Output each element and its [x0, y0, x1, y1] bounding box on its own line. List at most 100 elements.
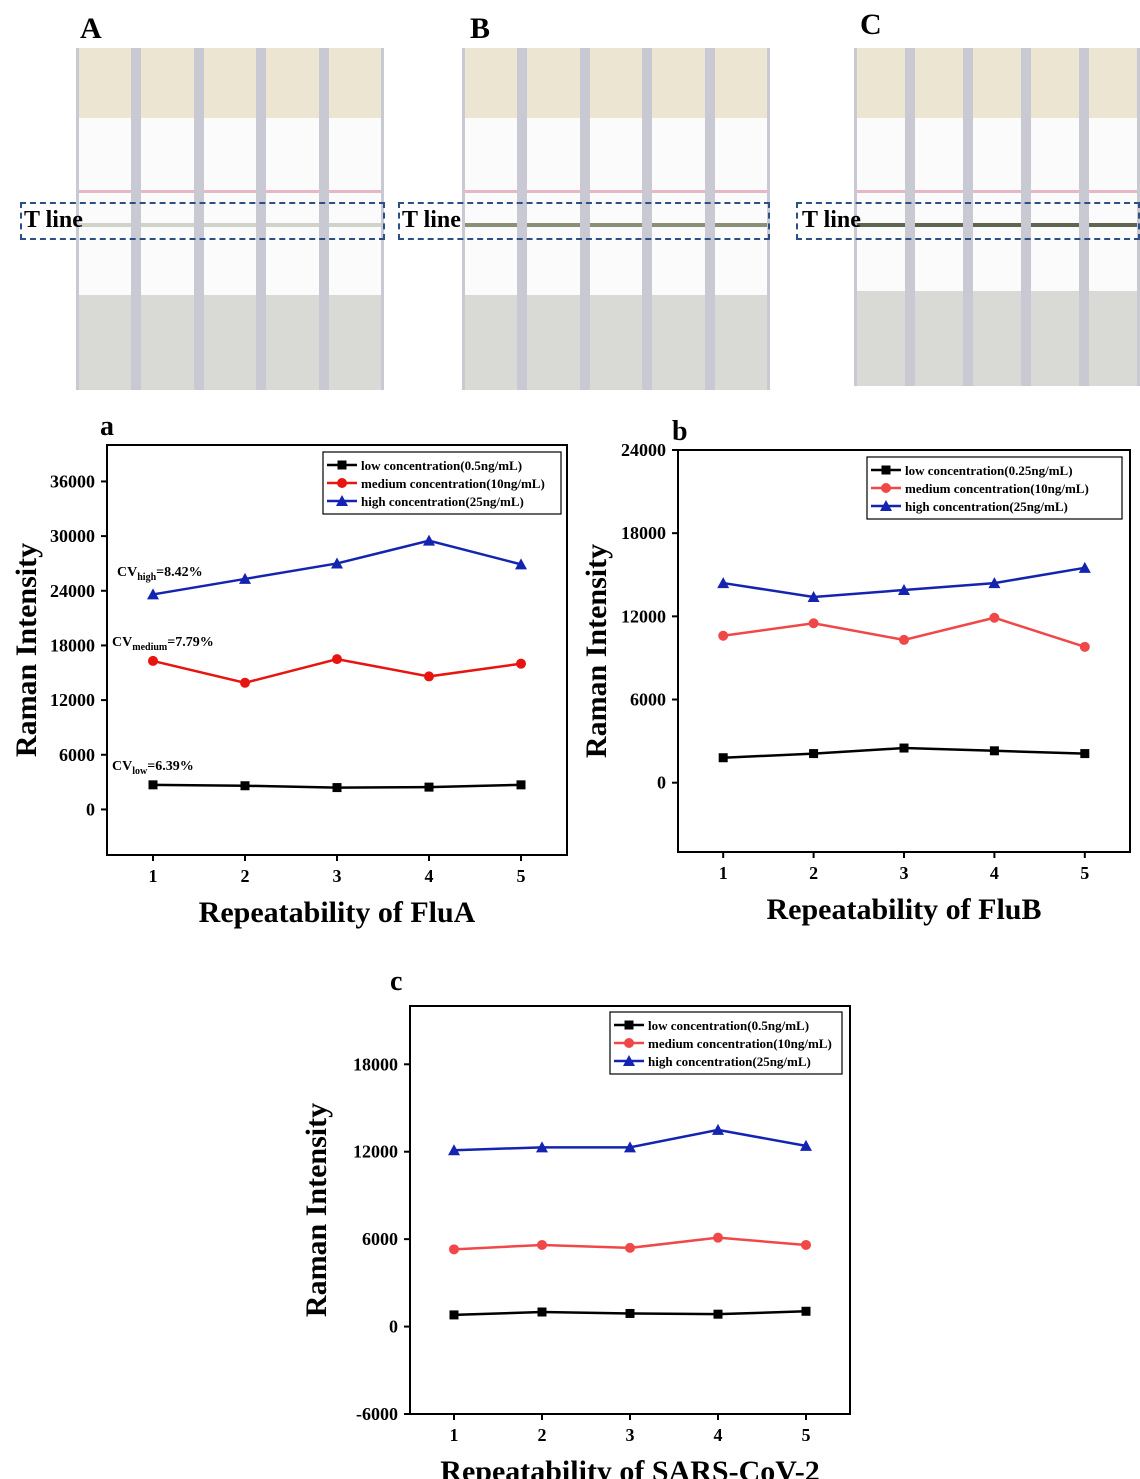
data-point — [880, 500, 892, 511]
test-strip — [328, 48, 381, 390]
test-line — [328, 223, 381, 227]
y-tick-label: 18000 — [353, 1054, 398, 1074]
sample-pad — [915, 48, 963, 118]
y-tick-label: 24000 — [621, 440, 666, 460]
sample-pad — [1089, 48, 1137, 118]
legend-item: medium concentration(10ng/mL) — [614, 1036, 832, 1051]
legend-label: low concentration(0.25ng/mL) — [905, 463, 1073, 478]
absorbent-pad — [266, 295, 319, 390]
y-tick-label: 18000 — [50, 635, 95, 655]
x-tick-label: 3 — [900, 863, 909, 883]
absorbent-pad — [79, 295, 132, 390]
test-line — [652, 223, 705, 227]
test-strip — [915, 48, 963, 386]
y-tick-label: -6000 — [356, 1404, 398, 1424]
absorbent-pad — [652, 295, 705, 390]
test-line — [465, 223, 518, 227]
test-line — [79, 223, 132, 227]
test-strip — [652, 48, 705, 390]
series-high — [147, 534, 527, 600]
legend-item: high concentration(25ng/mL) — [614, 1054, 811, 1069]
control-line — [266, 190, 319, 193]
control-line — [527, 190, 580, 193]
sample-pad — [328, 48, 381, 118]
control-line — [915, 190, 963, 193]
sample-pad — [714, 48, 767, 118]
y-tick-label: 24000 — [50, 581, 95, 601]
cv-annotation: CVlow=6.39% — [112, 759, 194, 777]
legend-label: medium concentration(10ng/mL) — [648, 1036, 832, 1051]
test-strip — [589, 48, 643, 390]
data-point — [800, 1139, 812, 1151]
x-tick-label: 5 — [517, 866, 526, 886]
series-low — [148, 780, 526, 793]
test-line — [203, 223, 257, 227]
series-high — [717, 561, 1091, 602]
y-tick-label: 12000 — [621, 606, 666, 626]
data-point — [423, 534, 435, 546]
test-line — [266, 223, 319, 227]
y-tick-label: 18000 — [621, 523, 666, 543]
x-tick-label: 1 — [719, 863, 728, 883]
control-line — [79, 190, 132, 193]
x-tick-label: 3 — [333, 866, 342, 886]
legend-item: low concentration(0.5ng/mL) — [614, 1018, 809, 1033]
control-line — [1089, 190, 1137, 193]
data-point — [623, 1055, 635, 1066]
y-tick-label: 12000 — [50, 690, 95, 710]
t-line-label-A: T line — [24, 207, 83, 233]
control-line — [1031, 190, 1079, 193]
series-medium — [449, 1232, 811, 1255]
data-point — [801, 1306, 811, 1316]
data-point — [537, 1307, 547, 1317]
chart-b: b 0 6000 12000 18000 24000 1 2 3 4 5 Repeatability … — [580, 416, 1131, 926]
data-point — [713, 1309, 723, 1319]
x-tick-label: 2 — [538, 1425, 547, 1445]
sample-pad — [465, 48, 518, 118]
y-tick-label: 6000 — [362, 1229, 398, 1249]
data-point — [881, 483, 891, 493]
absorbent-pad — [589, 295, 643, 390]
data-point — [809, 749, 819, 759]
data-point — [1080, 749, 1090, 759]
data-point — [449, 1310, 459, 1320]
legend-item: high concentration(25ng/mL) — [327, 494, 524, 509]
data-point — [148, 780, 158, 790]
test-strip — [465, 48, 518, 390]
x-axis-label: Repeatability of FluA — [199, 896, 476, 929]
series-medium — [148, 654, 526, 688]
legend-item: low concentration(0.25ng/mL) — [871, 463, 1073, 478]
data-point — [801, 1239, 811, 1250]
data-point — [515, 558, 527, 570]
absorbent-pad — [915, 291, 963, 386]
sample-pad — [79, 48, 132, 118]
y-axis-label: Raman Intensity — [300, 1103, 333, 1317]
data-point — [449, 1244, 459, 1255]
data-point — [898, 584, 910, 596]
test-line — [714, 223, 767, 227]
data-point — [807, 590, 820, 602]
legend-box — [322, 451, 562, 515]
y-tick-label: 6000 — [59, 745, 95, 765]
legend-label: medium concentration(10ng/mL) — [361, 476, 545, 491]
legend-label: low concentration(0.5ng/mL) — [361, 458, 522, 473]
data-point — [337, 478, 347, 488]
data-point — [536, 1141, 548, 1153]
x-axis-label: Repeatability of SARS-CoV-2 — [440, 1455, 819, 1479]
legend-label: high concentration(25ng/mL) — [905, 499, 1068, 514]
test-line — [915, 223, 963, 227]
legend-item: high concentration(25ng/mL) — [871, 499, 1068, 514]
t-line-label-C: T line — [802, 207, 861, 233]
control-line — [973, 190, 1021, 193]
legend-item: medium concentration(10ng/mL) — [871, 481, 1089, 496]
data-point — [240, 677, 250, 688]
sample-pad — [973, 48, 1021, 118]
data-point — [424, 782, 434, 792]
legend: low concentration(0.5ng/mL) medium concen… — [609, 1011, 843, 1075]
test-line — [589, 223, 643, 227]
series-low — [449, 1306, 811, 1320]
data-point — [989, 746, 999, 756]
control-line — [328, 190, 381, 193]
legend-label: high concentration(25ng/mL) — [361, 494, 524, 509]
x-tick-label: 4 — [425, 866, 434, 886]
